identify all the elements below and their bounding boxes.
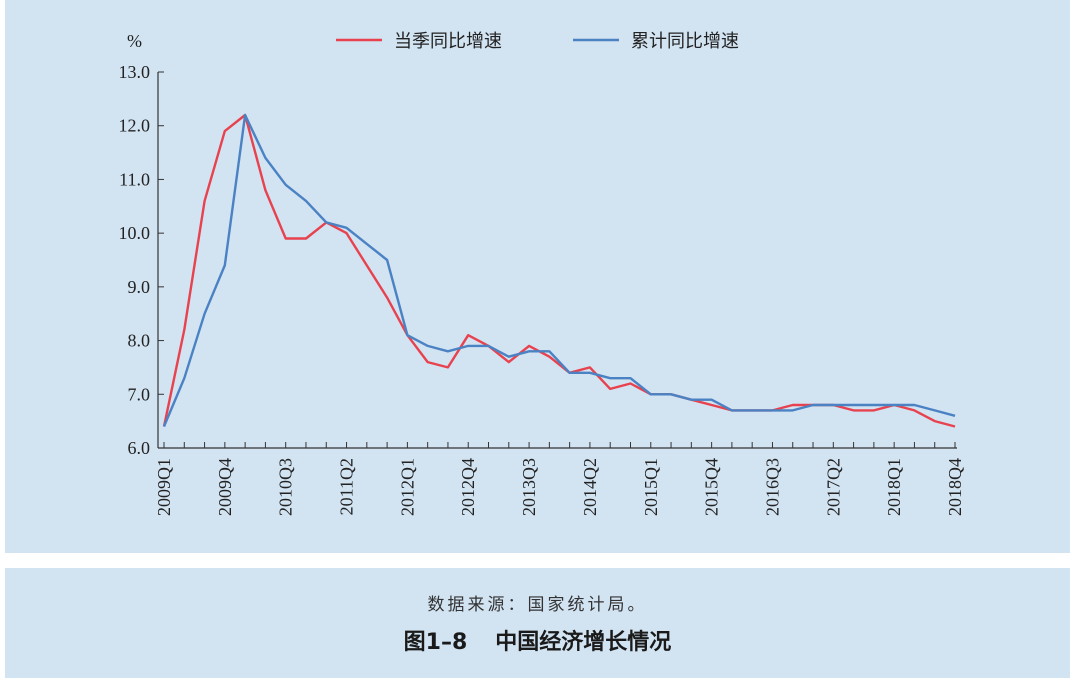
y-tick-label: 7.0 <box>128 384 151 404</box>
data-source: 数据来源：国家统计局。 <box>427 595 648 615</box>
y-tick-label: 9.0 <box>128 277 151 297</box>
x-tick-label: 2017Q2 <box>823 458 843 516</box>
y-tick-label: 8.0 <box>128 331 151 351</box>
caption-panel: 数据来源：国家统计局。 图1–8 中国经济增长情况 <box>5 568 1070 678</box>
y-tick-label: 13.0 <box>119 62 151 82</box>
x-tick-label: 2015Q4 <box>702 458 722 516</box>
series-line-1 <box>162 113 956 428</box>
y-tick-label: 10.0 <box>119 223 151 243</box>
x-tick-label: 2010Q3 <box>276 458 296 516</box>
x-tick-label: 2018Q1 <box>884 458 904 516</box>
x-tick-label: 2014Q2 <box>580 458 600 516</box>
x-tick-label: 2018Q4 <box>945 458 965 516</box>
x-tick-label: 2012Q1 <box>397 458 417 516</box>
x-tick-label: 2009Q4 <box>215 458 235 516</box>
y-unit-label: % <box>127 31 142 51</box>
line-chart: 6.0 7.0 8.0 9.0 10.0 11.0 12.0 13.0% 2009Q1 2009Q… <box>119 31 966 516</box>
series-line-2 <box>162 113 956 427</box>
chart-panel: 6.0 7.0 8.0 9.0 10.0 11.0 12.0 13.0% 2009Q1 2009Q… <box>5 0 1070 553</box>
legend-label-1: 当季同比增速 <box>394 31 502 52</box>
y-tick-label: 11.0 <box>119 169 150 189</box>
figure-number: 图1–8 <box>403 630 468 655</box>
x-tick-label: 2011Q2 <box>337 458 357 515</box>
x-tick-label: 2013Q3 <box>519 458 539 516</box>
y-tick-label: 6.0 <box>128 438 151 458</box>
legend-label-2: 累计同比增速 <box>631 31 739 52</box>
figure-title: 图1–8 中国经济增长情况 <box>5 624 1070 656</box>
figure-title-text: 中国经济增长情况 <box>495 630 672 655</box>
y-tick-label: 12.0 <box>119 116 151 136</box>
x-tick-label: 2016Q3 <box>762 458 782 516</box>
x-tick-label: 2012Q4 <box>458 458 478 516</box>
x-tick-label: 2009Q1 <box>154 458 174 516</box>
x-tick-label: 2015Q1 <box>641 458 661 516</box>
